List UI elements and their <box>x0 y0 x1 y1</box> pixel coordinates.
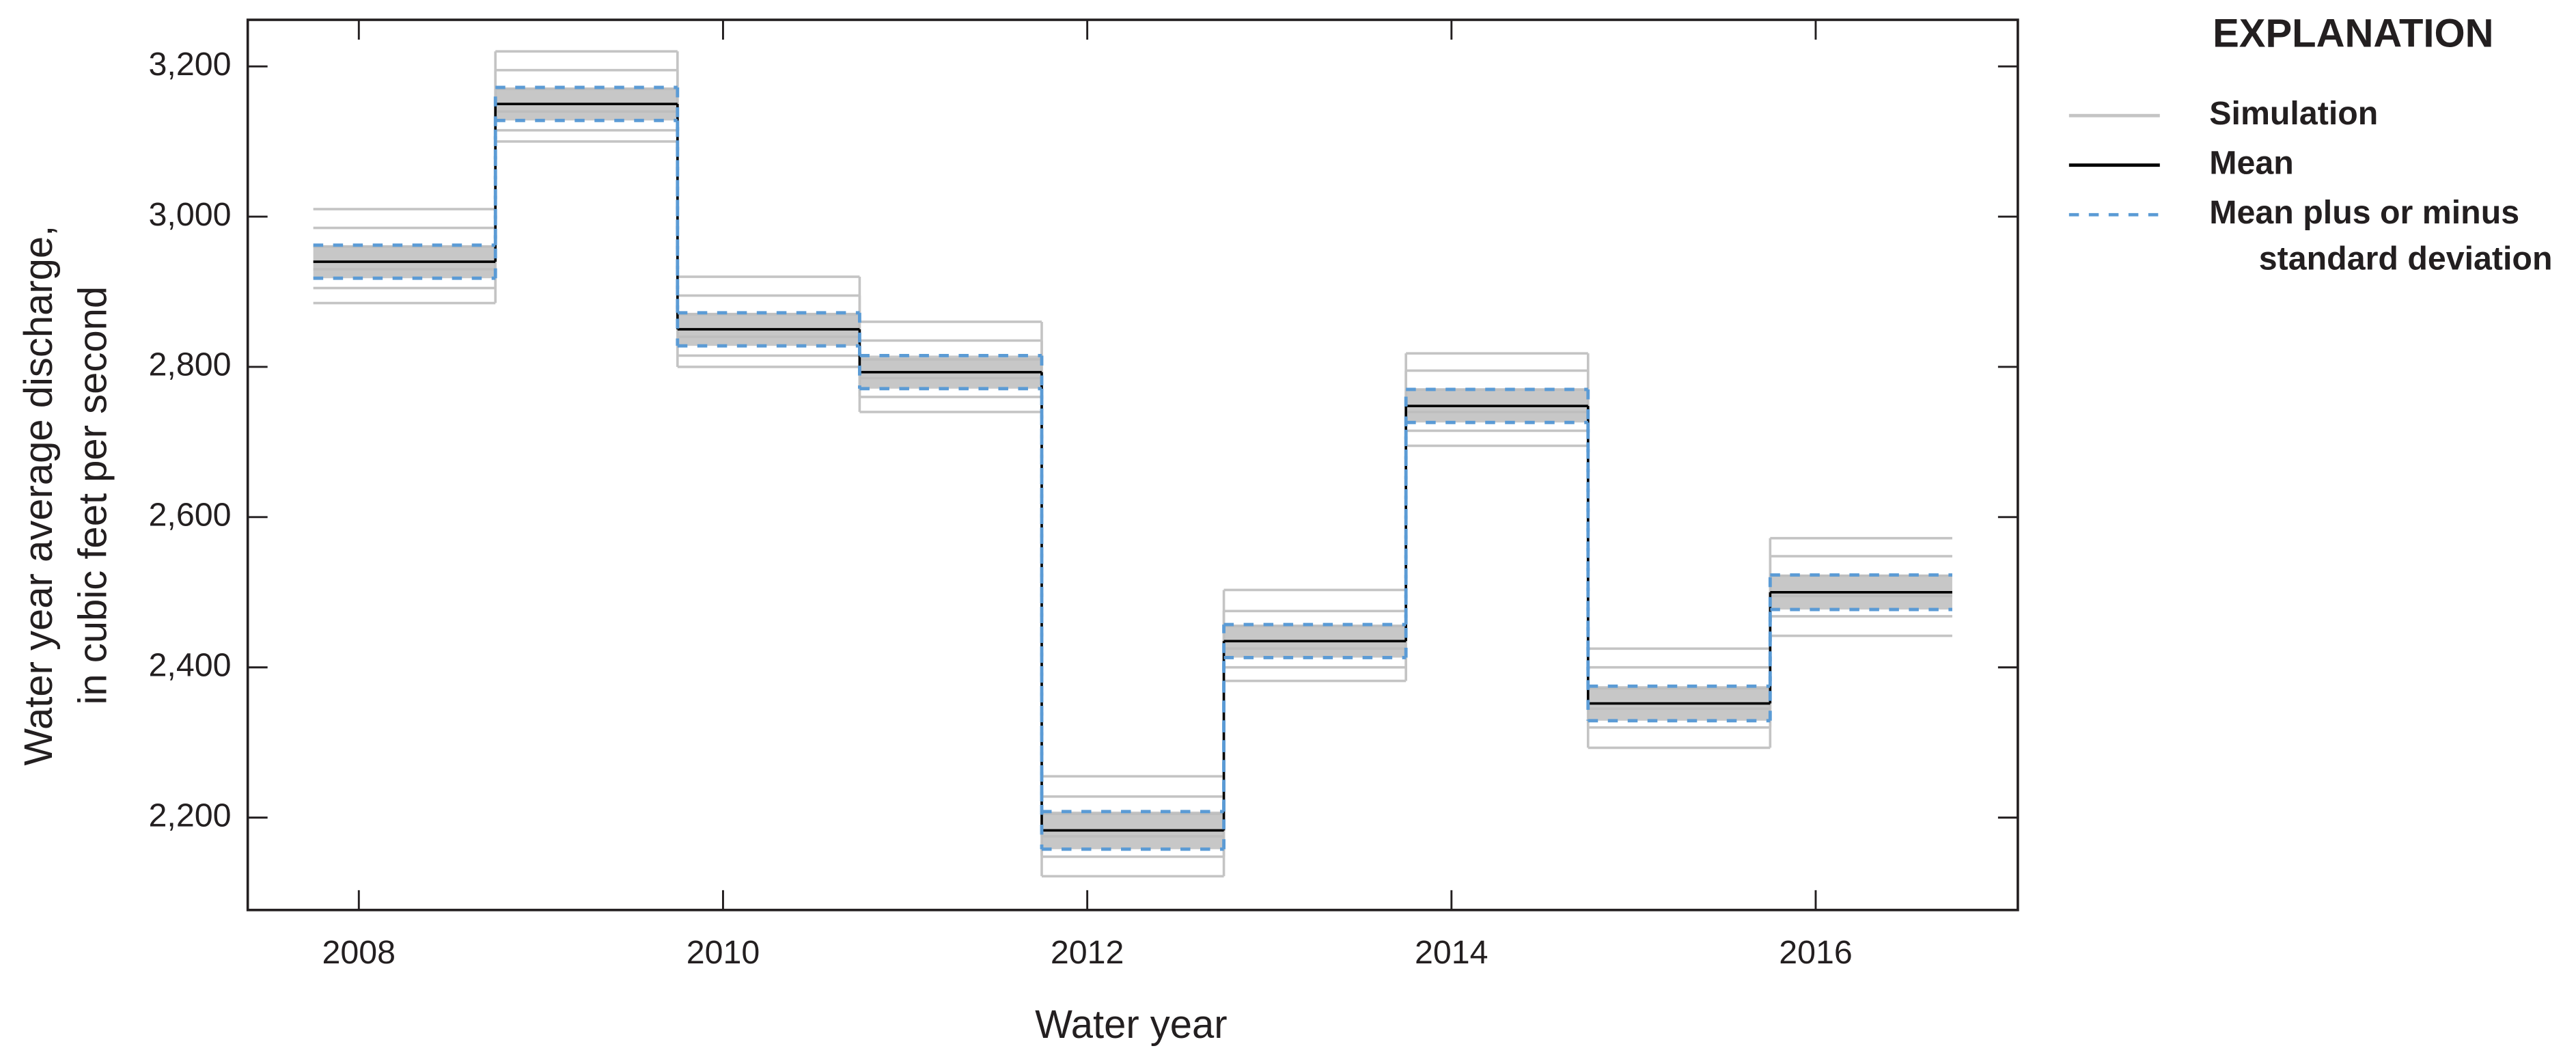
y-tick-label: 3,200 <box>149 46 232 83</box>
x-tick-label: 2014 <box>1415 934 1488 971</box>
x-tick-label: 2016 <box>1779 934 1853 971</box>
plot-frame <box>246 18 2019 911</box>
legend-label: Simulation <box>2209 95 2378 132</box>
y-axis-label: Water year average discharge, <box>16 225 61 766</box>
x-axis-label: Water year <box>1035 1002 1227 1047</box>
y-tick-label: 2,800 <box>149 346 232 383</box>
legend-label: Mean plus or minus <box>2209 194 2519 231</box>
legend-title: EXPLANATION <box>2213 12 2493 56</box>
y-axis-label: in cubic feet per second <box>71 286 115 705</box>
x-tick-label: 2010 <box>687 934 760 971</box>
legend-label: standard deviation <box>2259 241 2553 277</box>
x-tick-label: 2008 <box>322 934 396 971</box>
x-tick-label: 2012 <box>1051 934 1124 971</box>
legend-label: Mean <box>2209 144 2294 181</box>
y-tick-label: 2,600 <box>149 497 232 534</box>
y-tick-label: 3,000 <box>149 196 232 233</box>
y-tick-label: 2,400 <box>149 647 232 684</box>
y-tick-label: 2,200 <box>149 797 232 834</box>
